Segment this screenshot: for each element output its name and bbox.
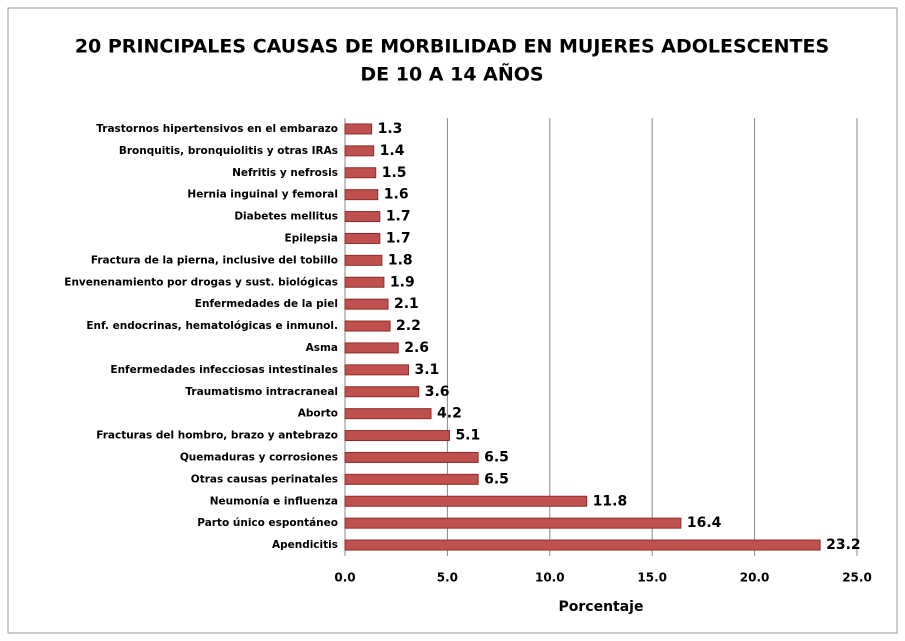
data-label: 1.7 [386, 209, 411, 225]
y-tick-label: Hernia inguinal y femoral [187, 189, 338, 201]
bar [344, 364, 409, 376]
y-tick-label: Trastornos hipertensivos en el embarazo [96, 123, 338, 135]
y-tick-label: Enfermedades de la piel [195, 298, 338, 310]
data-label: 5.1 [455, 428, 480, 444]
data-label: 3.6 [425, 384, 450, 400]
data-label: 2.1 [394, 296, 419, 312]
data-label: 1.3 [378, 121, 403, 137]
bar [344, 320, 391, 332]
bar [344, 408, 432, 420]
x-tick-label: 5.0 [437, 571, 458, 585]
y-tick-label: Fractura de la pierna, inclusive del tob… [91, 254, 338, 266]
bar [344, 232, 381, 244]
data-label: 6.5 [484, 471, 509, 487]
y-tick-label: Diabetes mellitus [234, 211, 338, 223]
bar [344, 276, 385, 288]
y-tick-label: Nefritis y nefrosis [232, 167, 338, 179]
data-label: 1.8 [388, 252, 413, 268]
bar [344, 451, 479, 463]
data-label: 23.2 [826, 537, 861, 553]
x-tick-label: 0.0 [334, 571, 355, 585]
data-label: 3.1 [414, 362, 439, 378]
x-axis-label: Porcentaje [559, 599, 644, 615]
bar [344, 254, 383, 266]
x-tick-label: 25.0 [842, 571, 872, 585]
data-label: 4.2 [437, 406, 462, 422]
data-label: 6.5 [484, 449, 509, 465]
bar [344, 167, 377, 179]
y-tick-label: Quemaduras y corrosiones [180, 451, 338, 463]
y-tick-label: Neumonía e influenza [210, 495, 338, 507]
bar [344, 145, 375, 157]
bar [344, 473, 479, 485]
y-tick-label: Fracturas del hombro, brazo y antebrazo [96, 430, 338, 442]
y-tick-label: Envenenamiento por drogas y sust. biológ… [64, 276, 338, 288]
chart-title: DE 10 A 14 AÑOS [360, 62, 543, 86]
bar [344, 495, 588, 507]
bar [344, 123, 373, 135]
y-tick-label: Enf. endocrinas, hematológicas e inmunol… [86, 320, 338, 332]
y-tick-label: Parto único espontáneo [197, 517, 338, 529]
data-label: 1.4 [380, 143, 405, 159]
bar [344, 539, 821, 551]
y-tick-label: Epilepsia [285, 232, 338, 244]
data-label: 1.9 [390, 274, 415, 290]
y-tick-label: Apendicitis [272, 539, 338, 551]
chart-title: 20 PRINCIPALES CAUSAS DE MORBILIDAD EN M… [75, 36, 829, 58]
bar [344, 298, 389, 310]
data-label: 1.7 [386, 230, 411, 246]
data-label: 1.6 [384, 187, 409, 203]
bar [344, 517, 682, 529]
x-tick-label: 15.0 [637, 571, 667, 585]
data-label: 11.8 [593, 493, 628, 509]
chart-border [7, 7, 898, 634]
y-tick-label: Traumatismo intracraneal [185, 386, 338, 398]
data-label: 16.4 [687, 515, 722, 531]
y-tick-label: Enfermedades infecciosas intestinales [110, 364, 338, 376]
data-label: 2.6 [404, 340, 429, 356]
bar [344, 386, 420, 398]
bar [344, 342, 399, 354]
bar [344, 430, 450, 442]
y-tick-label: Otras causas perinatales [191, 473, 338, 485]
data-label: 2.2 [396, 318, 421, 334]
bar [344, 189, 379, 201]
bar [344, 211, 381, 223]
y-tick-label: Asma [306, 342, 338, 354]
y-tick-label: Aborto [298, 408, 338, 420]
y-tick-label: Bronquitis, bronquiolitis y otras IRAs [119, 145, 338, 157]
data-label: 1.5 [382, 165, 407, 181]
x-tick-label: 10.0 [535, 571, 565, 585]
x-tick-label: 20.0 [740, 571, 770, 585]
